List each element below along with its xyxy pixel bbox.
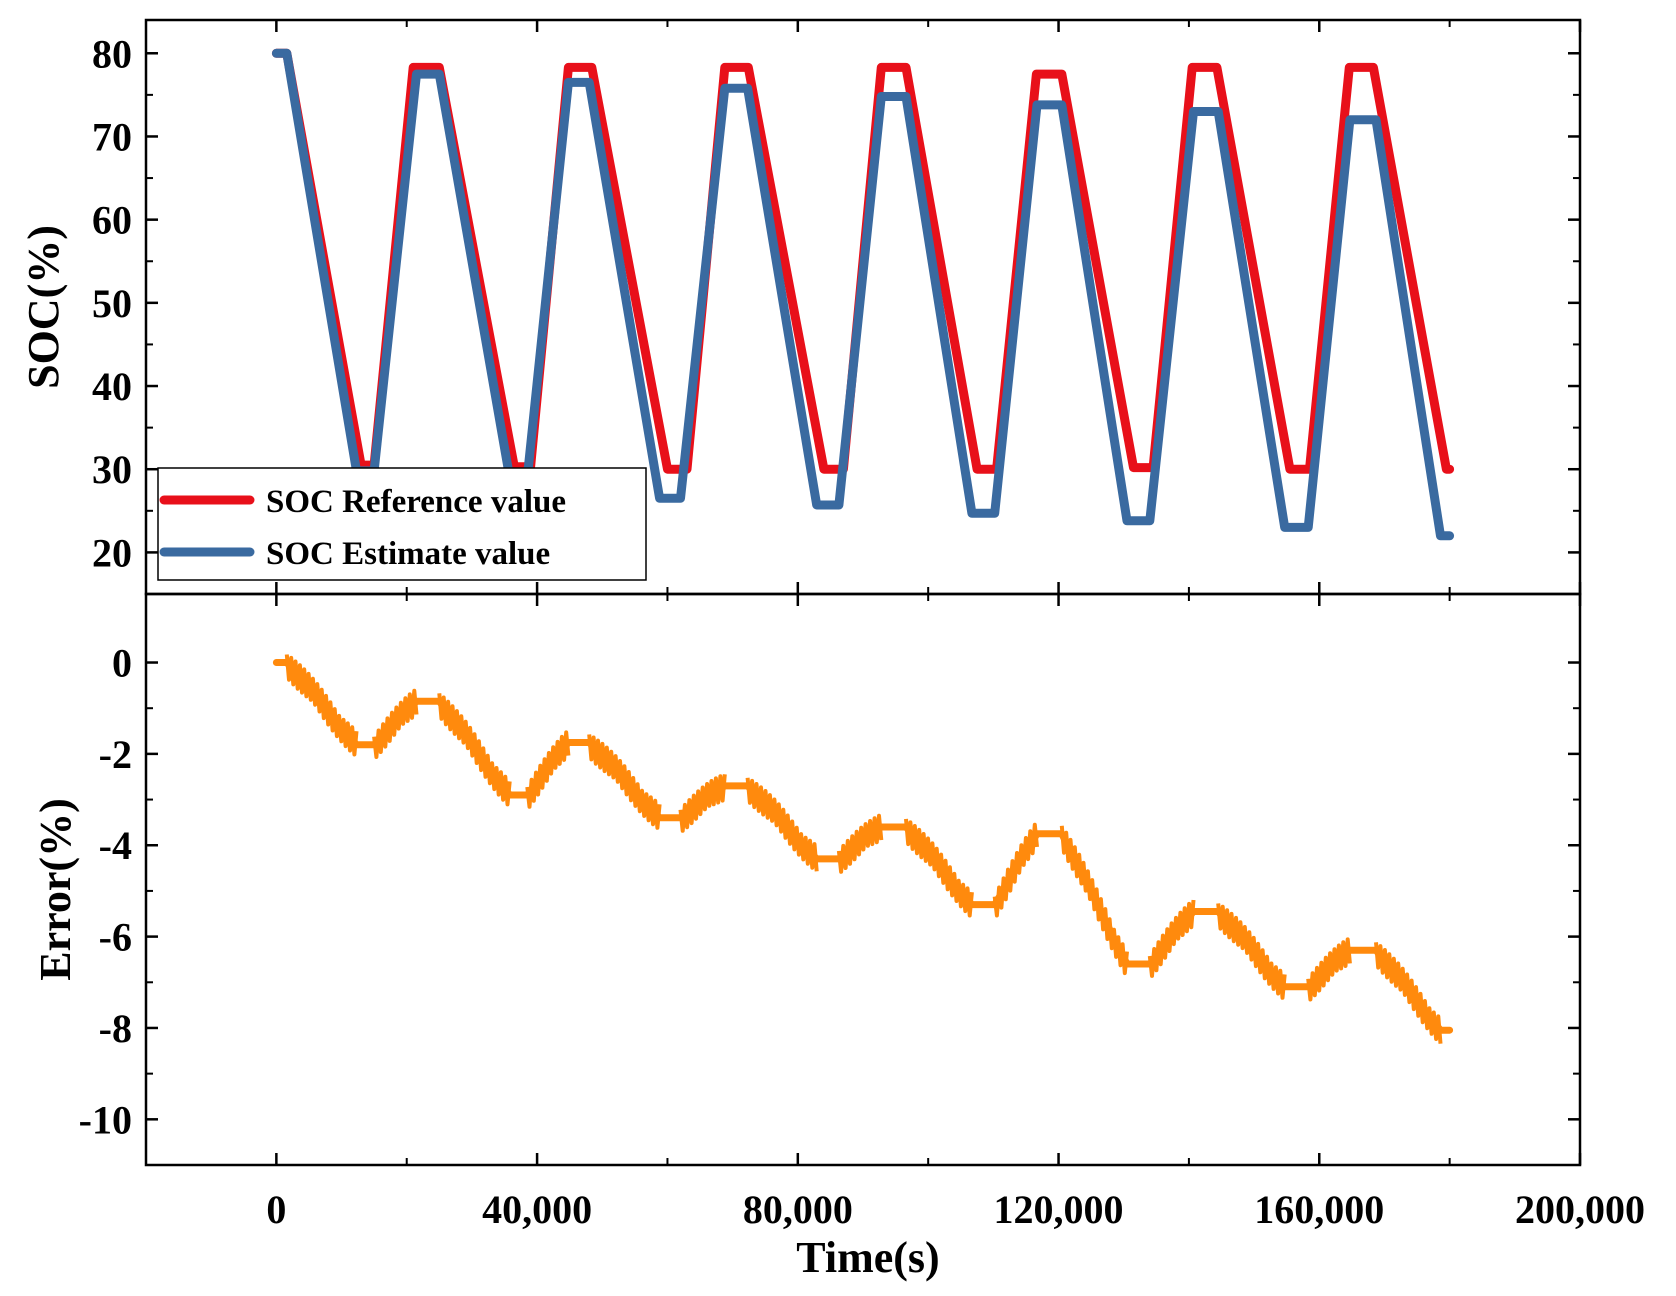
time-x-axis-label: Time(s) <box>796 1233 939 1282</box>
error-y-tick-label: -8 <box>99 1006 132 1051</box>
soc-series-group <box>271 48 1455 541</box>
x-tick-label: 160,000 <box>1254 1187 1384 1232</box>
x-tick-label: 200,000 <box>1515 1187 1645 1232</box>
soc-panel: 20 30 40 50 60 70 80 SOC(%) SOC Reference valu… <box>19 18 1582 596</box>
soc-y-tick-label: 30 <box>92 447 132 492</box>
soc-y-tick-label: 20 <box>92 530 132 575</box>
error-y-tick-label: -2 <box>99 732 132 777</box>
soc-y-tick-label: 80 <box>92 31 132 76</box>
soc-y-tick-label: 70 <box>92 114 132 159</box>
soc-y-tick-label: 40 <box>92 364 132 409</box>
error-series-noise-band <box>284 654 1443 1044</box>
error-series-group <box>272 654 1454 1044</box>
x-tick-label: 0 <box>266 1187 286 1232</box>
x-tick-label: 80,000 <box>743 1187 853 1232</box>
soc-y-ticks: 20 30 40 50 60 70 80 <box>92 31 1580 575</box>
error-panel: 0 -2 -4 -6 -8 -10 0 40,000 80,000 120,000 160,000… <box>31 592 1645 1282</box>
legend-label-reference: SOC Reference value <box>266 484 566 520</box>
error-y-axis-label: Error(%) <box>31 798 80 980</box>
x-tick-label: 40,000 <box>482 1187 592 1232</box>
error-y-ticks: 0 -2 -4 -6 -8 -10 <box>79 641 1580 1142</box>
error-y-tick-label: -6 <box>99 915 132 960</box>
error-y-tick-label: 0 <box>112 641 132 686</box>
x-tick-label: 120,000 <box>994 1187 1124 1232</box>
error-y-tick-label: -4 <box>99 823 132 868</box>
soc-y-tick-label: 50 <box>92 281 132 326</box>
legend-box <box>157 467 647 581</box>
error-y-tick-label: -10 <box>79 1097 132 1142</box>
soc-y-tick-label: 60 <box>92 198 132 243</box>
error-x-ticks: 0 40,000 80,000 120,000 160,000 200,000 <box>266 594 1645 1232</box>
soc-series-line-1 <box>271 48 1455 541</box>
legend: SOC Reference value SOC Estimate value <box>157 467 647 581</box>
error-plot-frame <box>144 592 1582 1167</box>
legend-label-estimate: SOC Estimate value <box>266 536 550 572</box>
soc-y-axis-label: SOC(%) <box>19 225 68 389</box>
